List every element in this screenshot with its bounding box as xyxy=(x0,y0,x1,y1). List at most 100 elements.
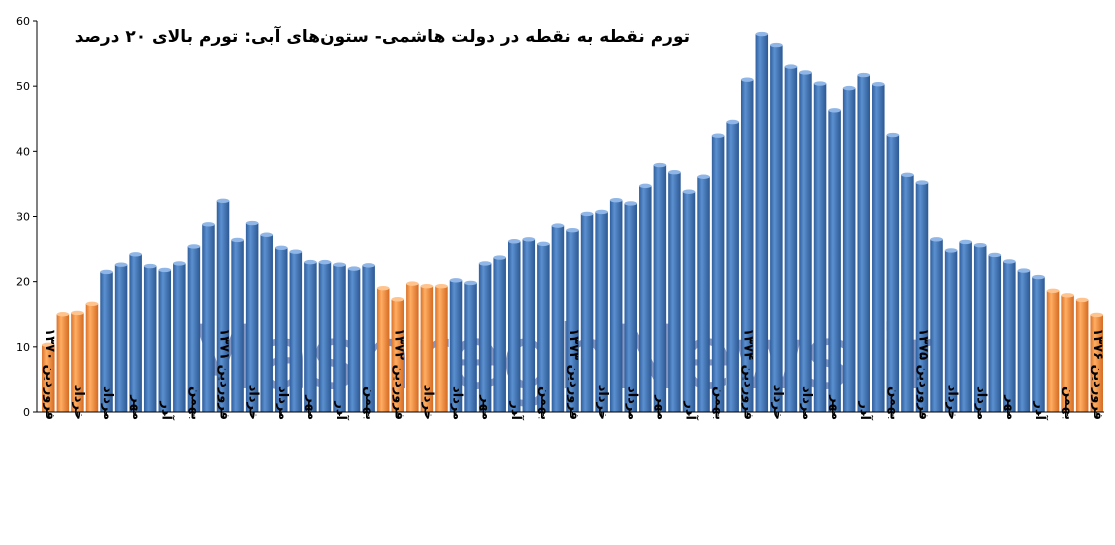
x-tick-label: بهمن xyxy=(537,386,552,420)
bar-body xyxy=(449,280,463,412)
bar-top-cap xyxy=(842,85,856,91)
bar-body xyxy=(988,254,1002,412)
bar-top-cap xyxy=(85,301,99,307)
bar-body xyxy=(639,185,652,412)
bar-top-cap xyxy=(711,133,725,138)
bar-body xyxy=(464,282,477,412)
bar-body xyxy=(275,247,288,412)
bar xyxy=(639,183,652,412)
bar-top-cap xyxy=(449,278,463,283)
bar-top-cap xyxy=(537,241,550,247)
bar xyxy=(872,82,885,413)
bar-top-cap xyxy=(376,285,390,291)
bar-body xyxy=(289,251,303,412)
bar-top-cap xyxy=(333,262,346,267)
bar-top-cap xyxy=(930,237,943,242)
x-tick-label: خرداد xyxy=(71,385,86,420)
bar-body xyxy=(507,241,521,412)
bar-body xyxy=(114,264,128,412)
bar-body xyxy=(566,230,579,412)
bar xyxy=(114,262,128,412)
bar-body xyxy=(959,241,972,412)
y-tick-label: 30 xyxy=(16,211,30,224)
x-tick-label: خرداد xyxy=(246,385,261,420)
bar-body xyxy=(347,268,361,412)
bar-body xyxy=(930,239,943,412)
bar-top-cap xyxy=(245,220,259,226)
bar-body xyxy=(216,200,230,412)
bar-top-cap xyxy=(872,82,885,87)
x-tick-label: مهر xyxy=(1003,394,1018,420)
bar xyxy=(507,239,521,412)
bar-body xyxy=(726,122,739,412)
bar xyxy=(420,284,434,412)
bar xyxy=(828,108,841,412)
bar-body xyxy=(682,191,696,412)
bar-body xyxy=(522,239,536,412)
bar-body xyxy=(493,257,506,412)
bar-top-cap xyxy=(697,174,710,179)
bar xyxy=(449,278,463,412)
bar-body xyxy=(755,34,769,412)
bar-top-cap xyxy=(347,266,361,271)
bar-top-cap xyxy=(173,261,186,266)
y-tick-label: 20 xyxy=(16,276,30,289)
x-tick-label: فروردین ۱۳۷۳ xyxy=(566,328,581,420)
bar xyxy=(1090,312,1103,412)
bar xyxy=(813,81,827,412)
bar-body xyxy=(304,262,317,412)
bar-body xyxy=(231,239,244,412)
bar-body xyxy=(362,265,375,413)
bar-body xyxy=(260,234,273,412)
bar-body xyxy=(1003,261,1016,412)
bar xyxy=(304,259,317,412)
x-tick-label: فروردین ۱۳۷۵ xyxy=(915,328,930,420)
bar-body xyxy=(551,225,565,412)
bar-body xyxy=(202,224,215,412)
bar-body xyxy=(333,264,346,412)
bar-body xyxy=(784,66,798,413)
x-tick-label: فروردین ۱۳۷۱ xyxy=(217,328,232,420)
bar xyxy=(347,266,361,412)
bar-top-cap xyxy=(595,209,608,215)
bar-top-cap xyxy=(114,262,128,267)
bar-body xyxy=(944,250,958,412)
bar-body xyxy=(318,262,332,412)
bar-body xyxy=(668,172,681,412)
bar-body xyxy=(1090,314,1103,412)
x-tick-label: خرداد xyxy=(420,385,435,420)
bar xyxy=(915,180,929,412)
bar-top-cap xyxy=(289,249,303,254)
bar xyxy=(1003,259,1016,412)
bar xyxy=(173,261,186,412)
bar-top-cap xyxy=(828,108,841,113)
bar-top-cap xyxy=(1061,293,1074,298)
bar-body xyxy=(653,165,667,412)
bar xyxy=(56,312,70,412)
x-tick-label: مهر xyxy=(653,394,668,420)
bar-body xyxy=(872,84,885,413)
bar-body xyxy=(245,223,259,412)
bar-body xyxy=(915,182,929,412)
x-tick-label: مرداد xyxy=(275,386,290,420)
x-tick-label: بهمن xyxy=(362,386,377,420)
bar xyxy=(697,174,710,412)
x-tick-label: آذر xyxy=(508,400,525,420)
bar xyxy=(1032,274,1045,412)
bar xyxy=(231,237,244,412)
bar xyxy=(435,284,448,412)
bar-body xyxy=(478,263,492,412)
bar-body xyxy=(1046,290,1060,412)
x-tick-label: بهمن xyxy=(187,386,202,420)
bar xyxy=(901,172,914,412)
bar xyxy=(522,237,536,412)
bar xyxy=(857,72,870,412)
bar-body xyxy=(901,174,914,412)
bar-body xyxy=(813,83,827,412)
bar-body xyxy=(595,211,608,412)
bar-top-cap xyxy=(551,223,565,228)
bar-body xyxy=(435,286,448,412)
x-tick-label: بهمن xyxy=(1061,386,1076,420)
bar-top-cap xyxy=(755,31,769,37)
bar xyxy=(930,237,943,412)
